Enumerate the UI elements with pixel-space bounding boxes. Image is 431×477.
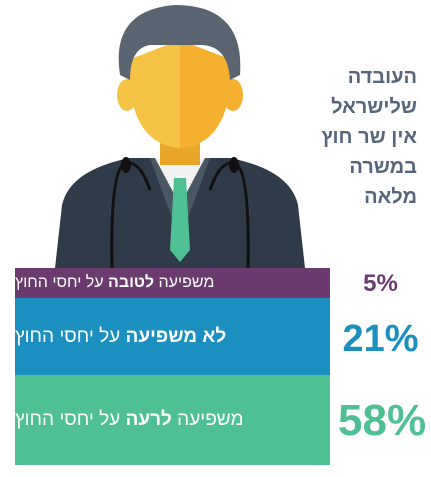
title-line: במשרה — [297, 152, 417, 182]
label: משפיעה — [154, 274, 214, 292]
title-line: העובדה — [297, 62, 417, 92]
band: משפיעה לרעה על יחסי החוץ — [15, 375, 330, 465]
title-line: שלישראל — [297, 92, 417, 122]
band: משפיעה לטובה על יחסי החוץ — [15, 268, 330, 298]
label: משפיעה — [172, 409, 244, 431]
label: על יחסי החוץ — [15, 409, 125, 431]
title-line: מלאה — [297, 182, 417, 212]
band: לא משפיעה על יחסי החוץ — [15, 298, 330, 375]
label-bold: לטובה — [108, 274, 154, 292]
percent: 5% — [338, 270, 423, 298]
title-line: אין שר חוץ — [297, 122, 417, 152]
percent: 58% — [338, 396, 423, 446]
label-bold: לרעה — [125, 409, 171, 431]
label-bold: לא משפיעה — [125, 326, 226, 348]
label: על יחסי החוץ — [15, 326, 125, 348]
label: על יחסי החוץ — [15, 274, 108, 292]
percent: 21% — [338, 318, 423, 361]
page: העובדהשלישראלאין שר חוץבמשרהמלאה משפיעה … — [0, 0, 431, 477]
